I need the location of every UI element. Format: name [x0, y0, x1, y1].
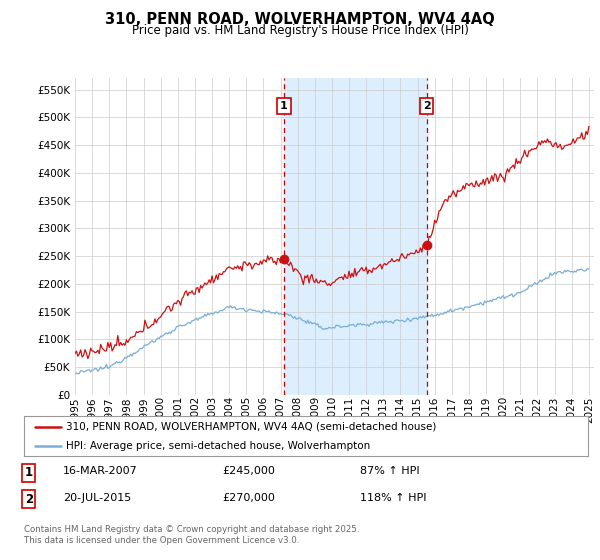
- Text: 1: 1: [280, 101, 288, 111]
- Text: £245,000: £245,000: [222, 466, 275, 477]
- Text: Contains HM Land Registry data © Crown copyright and database right 2025.
This d: Contains HM Land Registry data © Crown c…: [24, 525, 359, 545]
- Text: Price paid vs. HM Land Registry's House Price Index (HPI): Price paid vs. HM Land Registry's House …: [131, 24, 469, 37]
- Text: 310, PENN ROAD, WOLVERHAMPTON, WV4 4AQ (semi-detached house): 310, PENN ROAD, WOLVERHAMPTON, WV4 4AQ (…: [66, 422, 437, 432]
- Text: 310, PENN ROAD, WOLVERHAMPTON, WV4 4AQ: 310, PENN ROAD, WOLVERHAMPTON, WV4 4AQ: [105, 12, 495, 27]
- Text: 118% ↑ HPI: 118% ↑ HPI: [360, 493, 427, 503]
- Text: 2: 2: [25, 493, 33, 506]
- Text: 2: 2: [423, 101, 431, 111]
- Bar: [284, 78, 427, 395]
- Text: 16-MAR-2007: 16-MAR-2007: [63, 466, 138, 477]
- Text: HPI: Average price, semi-detached house, Wolverhampton: HPI: Average price, semi-detached house,…: [66, 441, 371, 450]
- Text: 87% ↑ HPI: 87% ↑ HPI: [360, 466, 419, 477]
- Text: 20-JUL-2015: 20-JUL-2015: [63, 493, 131, 503]
- Text: 1: 1: [25, 466, 33, 479]
- Text: £270,000: £270,000: [222, 493, 275, 503]
